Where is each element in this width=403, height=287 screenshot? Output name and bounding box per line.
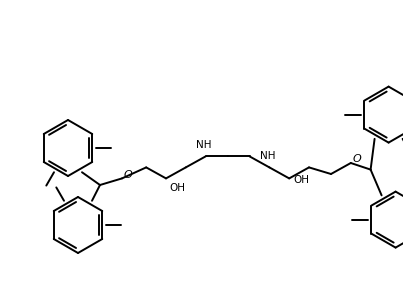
Text: O: O <box>124 170 133 181</box>
Text: NH: NH <box>196 140 211 150</box>
Text: OH: OH <box>169 183 185 193</box>
Text: O: O <box>353 154 361 164</box>
Text: NH: NH <box>260 152 275 161</box>
Text: OH: OH <box>293 175 309 185</box>
